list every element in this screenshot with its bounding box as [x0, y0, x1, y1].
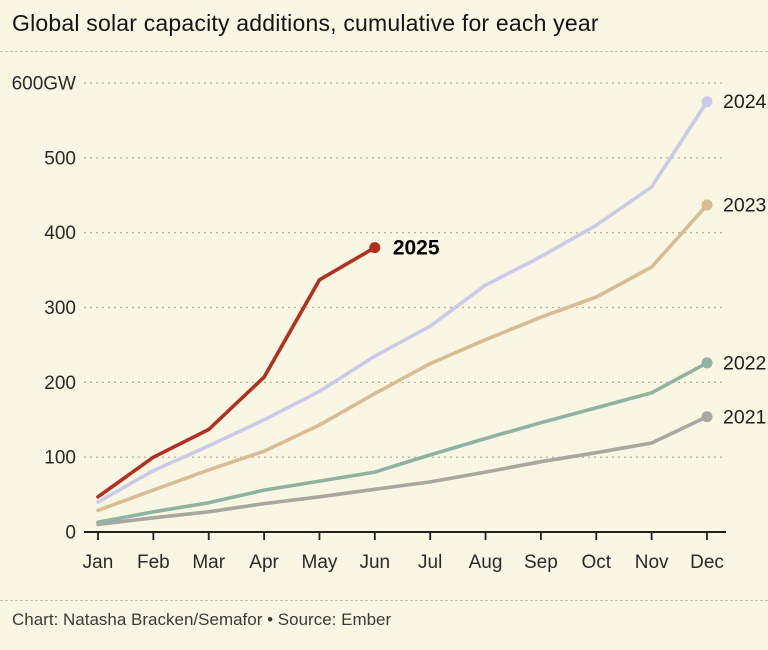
line-chart: 0 100 200 300 400 500 600GW Jan Feb Mar Apr May Jun J…: [12, 74, 767, 573]
y-axis-label-400: 400: [44, 223, 76, 244]
chart-area: 0 100 200 300 400 500 600GW Jan Feb Mar Apr May Jun J…: [0, 52, 768, 600]
title-bar: Global solar capacity additions, cumulat…: [0, 0, 768, 52]
series-label-2022: 2022: [723, 352, 766, 374]
x-axis-label-Apr: Apr: [249, 552, 279, 573]
y-axis-label-500: 500: [44, 148, 76, 169]
series-label-2025: 2025: [393, 237, 440, 260]
x-axis-label-Oct: Oct: [581, 552, 611, 573]
x-axis-label-Sep: Sep: [524, 552, 558, 573]
x-axis-label-Jul: Jul: [418, 552, 442, 573]
y-axis-label-300: 300: [44, 298, 76, 319]
series-endpoint-2024: [701, 96, 713, 108]
series-line-2021: [96, 414, 709, 527]
series-endpoint-2022: [701, 357, 713, 369]
series-line-2024: [96, 99, 709, 504]
series-endpoint-2023: [701, 199, 713, 211]
x-axis-label-Jan: Jan: [83, 552, 114, 573]
series-line-2025: [96, 245, 377, 499]
series-label-2021: 2021: [723, 406, 766, 428]
y-axis-label-100: 100: [44, 448, 76, 469]
x-axis-label-Jun: Jun: [359, 552, 390, 573]
x-axis-label-May: May: [302, 552, 338, 573]
series-endpoint-2025: [369, 242, 381, 254]
x-axis-label-Mar: Mar: [192, 552, 225, 573]
x-axis-label-Aug: Aug: [469, 552, 503, 573]
x-axis-label-Feb: Feb: [137, 552, 170, 573]
x-axis-label-Dec: Dec: [690, 552, 724, 573]
chart-source: Chart: Natasha Bracken/Semafor • Source:…: [12, 610, 392, 629]
y-axis-label-600: 600GW: [12, 74, 76, 95]
series-endpoint-2021: [701, 411, 713, 423]
x-axis-label-Nov: Nov: [635, 552, 669, 573]
y-axis-label-0: 0: [65, 523, 76, 544]
y-axis-label-200: 200: [44, 373, 76, 394]
series-label-2023: 2023: [723, 194, 766, 216]
series-label-2024: 2024: [723, 91, 767, 113]
chart-title: Global solar capacity additions, cumulat…: [12, 10, 599, 36]
series-line-2022: [96, 361, 709, 525]
footer-bar: Chart: Natasha Bracken/Semafor • Source:…: [0, 600, 768, 650]
series-line-2023: [96, 203, 709, 513]
